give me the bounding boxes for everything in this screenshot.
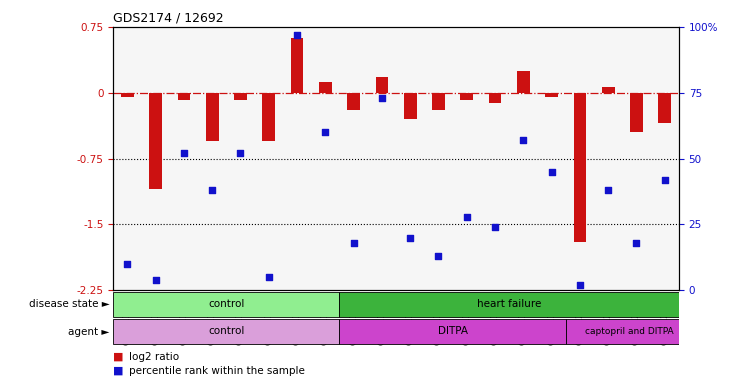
Bar	[623, 27, 650, 290]
Bar	[574, 93, 586, 242]
Point	[546, 169, 558, 175]
Bar	[658, 93, 671, 124]
Bar	[630, 93, 643, 132]
Point	[518, 137, 529, 143]
Bar	[432, 93, 445, 110]
Point	[574, 282, 585, 288]
Bar	[594, 27, 623, 290]
Bar	[537, 27, 566, 290]
Point	[121, 261, 133, 267]
Text: log2 ratio: log2 ratio	[129, 352, 180, 362]
Point	[461, 214, 472, 220]
Bar	[198, 27, 226, 290]
Bar	[339, 292, 679, 316]
Bar	[113, 319, 339, 344]
Point	[433, 253, 445, 259]
Point	[150, 277, 161, 283]
Bar	[545, 93, 558, 97]
Point	[178, 150, 190, 156]
Bar	[177, 93, 191, 100]
Bar	[311, 27, 339, 290]
Bar	[170, 27, 198, 290]
Text: percentile rank within the sample: percentile rank within the sample	[129, 366, 305, 376]
Bar	[206, 93, 218, 141]
Bar	[481, 27, 510, 290]
Text: disease state ►: disease state ►	[28, 299, 109, 309]
Bar	[255, 27, 283, 290]
Bar	[488, 93, 502, 103]
Text: control: control	[208, 299, 245, 309]
Bar	[510, 27, 537, 290]
Bar	[347, 93, 360, 110]
Bar	[368, 27, 396, 290]
Point	[263, 274, 274, 280]
Bar	[566, 27, 594, 290]
Bar	[262, 93, 275, 141]
Text: control: control	[208, 326, 245, 336]
Bar	[121, 93, 134, 97]
Point	[320, 129, 331, 135]
Bar	[142, 27, 170, 290]
Point	[291, 32, 303, 38]
Bar	[226, 27, 255, 290]
Bar	[113, 292, 339, 316]
Bar	[234, 93, 247, 100]
Text: ■: ■	[113, 366, 123, 376]
Bar	[283, 27, 311, 290]
Bar	[424, 27, 453, 290]
Text: ■: ■	[113, 352, 123, 362]
Text: GDS2174 / 12692: GDS2174 / 12692	[113, 11, 224, 24]
Bar	[517, 71, 530, 93]
Point	[234, 150, 246, 156]
Bar	[396, 27, 424, 290]
Point	[659, 177, 671, 183]
Point	[347, 240, 359, 246]
Point	[207, 187, 218, 193]
Bar	[461, 93, 473, 100]
Bar	[339, 319, 566, 344]
Bar	[650, 27, 679, 290]
Bar	[113, 27, 142, 290]
Bar	[453, 27, 481, 290]
Bar	[319, 82, 331, 93]
Point	[404, 235, 416, 241]
Text: heart failure: heart failure	[477, 299, 542, 309]
Bar	[291, 38, 304, 93]
Bar	[149, 93, 162, 189]
Text: DITPA: DITPA	[437, 326, 468, 336]
Point	[631, 240, 642, 246]
Bar	[602, 86, 615, 93]
Bar	[339, 27, 368, 290]
Text: agent ►: agent ►	[68, 327, 110, 337]
Point	[489, 224, 501, 230]
Bar	[566, 319, 693, 344]
Point	[602, 187, 614, 193]
Point	[376, 95, 388, 101]
Bar	[404, 93, 417, 119]
Text: captopril and DITPA: captopril and DITPA	[585, 327, 674, 336]
Bar	[375, 77, 388, 93]
